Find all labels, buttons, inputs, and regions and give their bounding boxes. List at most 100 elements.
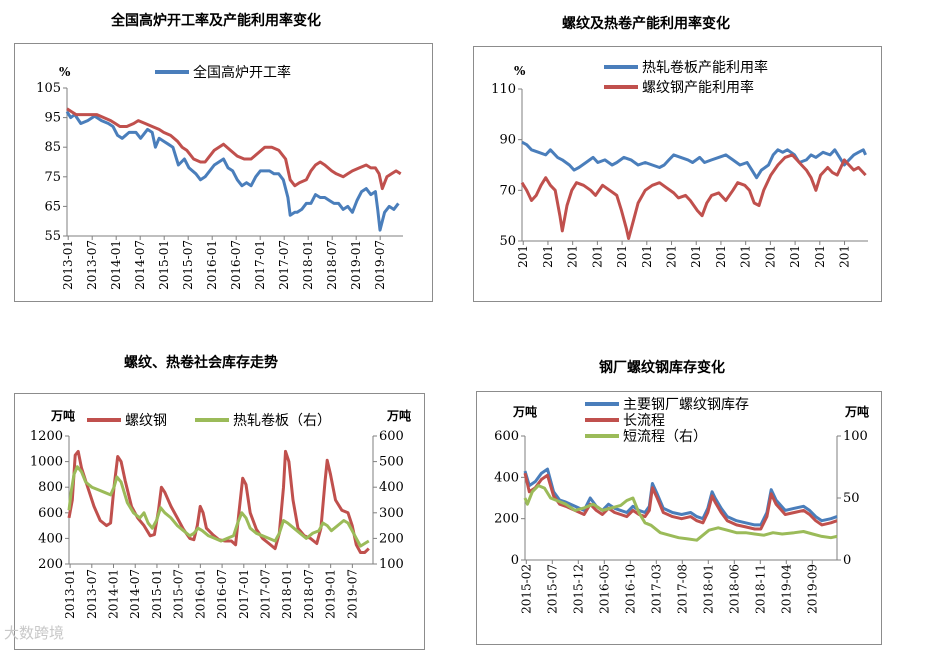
series-line: [66, 107, 402, 191]
x-tick-label: 2019-04: [779, 564, 793, 614]
x-tick-label: 201: [763, 245, 777, 268]
x-tick-label: 2017-08: [675, 564, 689, 614]
y-tick-label: 95: [44, 111, 61, 126]
x-tick-label: 2019-07: [345, 569, 359, 619]
x-tick-label: 2014-01: [107, 569, 121, 619]
x-tick-label: 2015-02: [519, 564, 533, 614]
y-tick-label: 110: [491, 82, 516, 97]
chart3-svg: 200 400 600 800 1000 1200 100 200 300 400 500 600 20…: [30, 408, 411, 619]
x-tick-label: 2018-01: [701, 564, 715, 614]
y-right-tick-label: 300: [379, 506, 404, 521]
x-tick-label: 2013-01: [63, 569, 77, 619]
x-tick-label: 2017-07: [277, 240, 291, 290]
x-tick-label: 2018-07: [325, 240, 339, 290]
x-tick-label: 2018-11: [753, 564, 767, 614]
y-tick-label: 105: [36, 81, 61, 96]
y-right-tick-label: 400: [379, 480, 404, 495]
series-line: [520, 153, 867, 240]
chart1-panel: 55 65 75 85 95 105 2013-01 2013-07 2014-01 2014-0…: [14, 43, 433, 302]
x-tick-label: 2014-01: [109, 240, 123, 290]
series-line: [523, 467, 838, 527]
x-tick-label: 2013-01: [61, 240, 75, 290]
unit-left-label: %: [514, 64, 526, 78]
x-tick-label: 2019-01: [324, 569, 338, 619]
x-tick-label: 2017-01: [237, 569, 251, 619]
legend-label: 螺纹钢: [125, 413, 167, 429]
chart4-panel: 0 200 400 600 0 50 100 2015-02 2015-07 2015-12 201…: [476, 391, 882, 645]
chart3-panel: 200 400 600 800 1000 1200 100 200 300 400 500 600 20…: [14, 393, 425, 650]
unit-left-label: 万吨: [50, 408, 75, 423]
y-tick-label: 90: [499, 133, 516, 148]
y-tick-label: 600: [494, 429, 519, 444]
x-tick-label: 2019-01: [349, 240, 363, 290]
watermark-text: 大数跨境: [4, 624, 65, 642]
legend-label: 热轧卷板（右）: [233, 413, 331, 429]
x-tick-label: 2018-01: [280, 569, 294, 619]
chart3-title: 螺纹、热卷社会库存走势: [124, 355, 278, 371]
y-tick-label: 200: [38, 557, 63, 572]
x-tick-label: 2015-12: [571, 564, 585, 614]
x-tick-label: 201: [838, 245, 852, 268]
legend-label: 短流程（右）: [623, 429, 707, 445]
x-tick-label: 2016-01: [205, 240, 219, 290]
x-tick-label: 201: [615, 245, 629, 268]
x-tick-label: 2013-07: [85, 240, 99, 290]
x-tick-label: 2015-07: [545, 564, 559, 614]
series-line: [521, 140, 867, 180]
x-tick-label: 201: [689, 245, 703, 268]
chart2-svg: 50 70 90 110 201 201 201 201 201 201 201 201 201 201 2…: [491, 59, 868, 268]
y-right-tick-label: 200: [379, 531, 404, 546]
x-tick-label: 2015-01: [150, 569, 164, 619]
x-tick-label: 2016-07: [229, 240, 243, 290]
series-line: [65, 110, 400, 232]
x-tick-label: 2016-07: [215, 569, 229, 619]
x-tick-label: 2018-07: [302, 569, 316, 619]
chart2-title: 螺纹及热卷产能利用率变化: [562, 16, 730, 32]
y-tick-label: 400: [494, 470, 519, 485]
y-tick-label: 400: [38, 531, 63, 546]
y-right-tick-label: 500: [379, 455, 404, 470]
y-right-tick-label: 50: [843, 491, 860, 506]
x-tick-label: 201: [590, 245, 604, 268]
x-tick-label: 201: [788, 245, 802, 268]
series-line: [67, 449, 370, 554]
y-right-tick-label: 600: [379, 429, 404, 444]
y-tick-label: 1200: [30, 429, 63, 444]
x-tick-label: 2018-01: [301, 240, 315, 290]
y-right-tick-label: 100: [843, 429, 868, 444]
x-tick-label: 2014-07: [133, 240, 147, 290]
y-right-tick-label: 100: [379, 557, 404, 572]
x-tick-label: 2014-07: [128, 569, 142, 619]
series-line: [67, 465, 370, 548]
unit-right-label: 万吨: [844, 404, 869, 419]
x-tick-label: 201: [813, 245, 827, 268]
series-line: [523, 484, 838, 542]
legend-label: 主要钢厂螺纹钢库存: [623, 397, 749, 413]
unit-right-label: 万吨: [386, 408, 411, 423]
y-tick-label: 65: [44, 199, 61, 214]
x-tick-label: 201: [739, 245, 753, 268]
y-right-tick-label: 0: [843, 553, 851, 568]
chart1-title: 全国高炉开工率及产能利用率变化: [111, 13, 321, 29]
x-tick-label: 2019-07: [373, 240, 387, 290]
x-tick-label: 2019-09: [805, 564, 819, 614]
legend-label: 全国高炉开工率: [193, 64, 291, 81]
x-tick-label: 201: [640, 245, 654, 268]
y-tick-label: 55: [44, 229, 61, 244]
x-tick-label: 2013-07: [85, 569, 99, 619]
x-tick-label: 2017-01: [253, 240, 267, 290]
y-tick-label: 50: [499, 234, 516, 249]
x-tick-label: 2015-07: [181, 240, 195, 290]
x-tick-label: 2016-10: [623, 564, 637, 614]
x-tick-label: 2017-03: [649, 564, 663, 614]
x-tick-label: 201: [566, 245, 580, 268]
series-line: [523, 472, 838, 531]
chart2-panel: 50 70 90 110 201 201 201 201 201 201 201 201 201 201 2…: [473, 46, 882, 302]
x-tick-label: 2015-07: [172, 569, 186, 619]
x-tick-label: 2017-07: [259, 569, 273, 619]
x-tick-label: 201: [714, 245, 728, 268]
y-tick-label: 70: [499, 183, 516, 198]
y-tick-label: 600: [38, 506, 63, 521]
unit-left-label: 万吨: [512, 404, 537, 419]
y-tick-label: 0: [511, 553, 519, 568]
